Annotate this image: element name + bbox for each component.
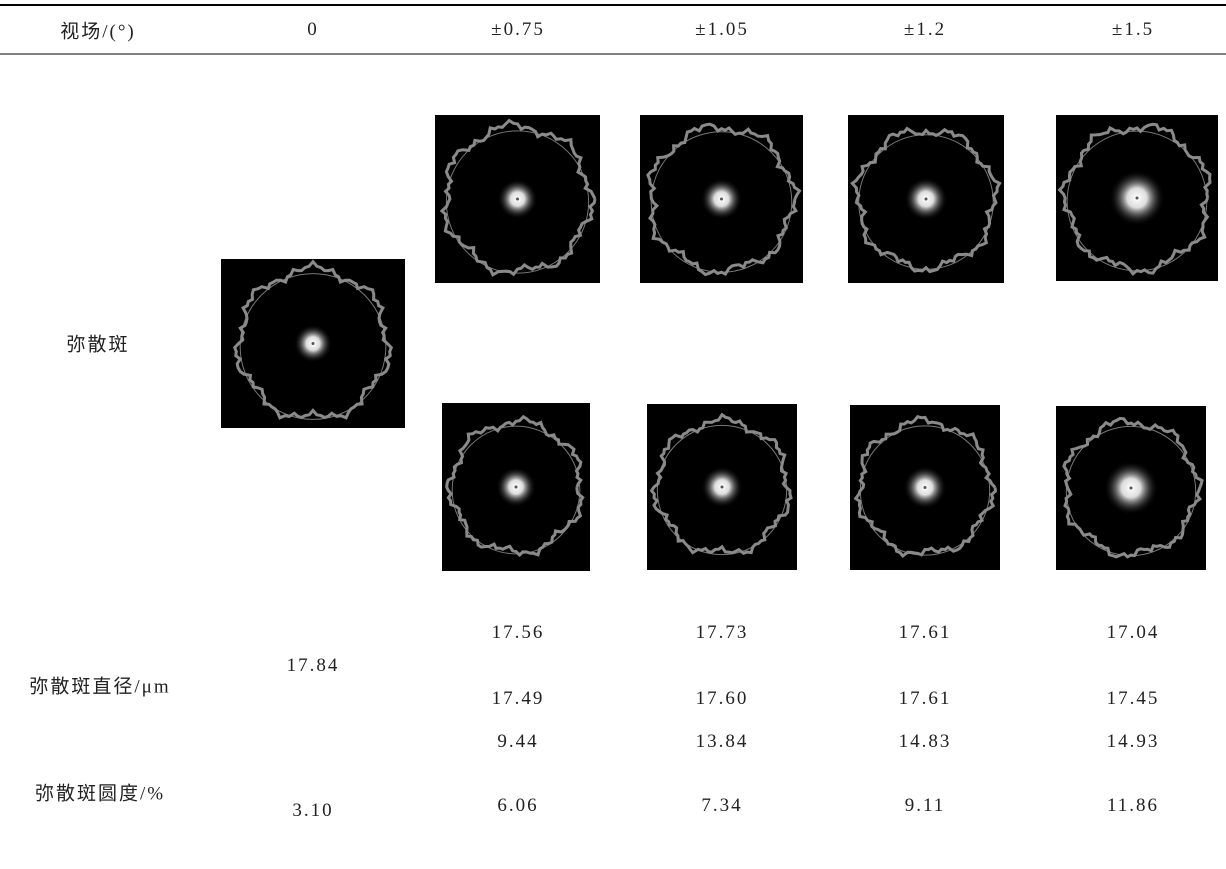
cell: 11.86	[1107, 795, 1159, 817]
spot-dot	[516, 198, 519, 201]
cell: 14.93	[1107, 731, 1160, 753]
cell: 14.83	[899, 731, 952, 753]
cell: 3.10	[292, 800, 333, 822]
header-cell: ±1.5	[1112, 19, 1154, 41]
cell: 17.73	[696, 622, 749, 644]
header-cell: 视场/(°)	[60, 17, 136, 44]
cell: 17.84	[287, 655, 340, 677]
spot-dot	[1130, 487, 1133, 490]
cell: 17.45	[1107, 688, 1160, 710]
table-art	[0, 0, 1226, 869]
row-label: 弥散斑	[66, 330, 129, 357]
spot-dot	[721, 486, 724, 489]
row-label: 弥散斑圆度/%	[35, 779, 165, 806]
cell: 17.04	[1107, 622, 1160, 644]
spot-dot	[515, 486, 518, 489]
cell: 17.60	[696, 688, 749, 710]
table-page: 视场/(°) 0 ±0.75 ±1.05 ±1.2 ±1.5 弥散斑弥散斑直径/μm 17.8…	[0, 0, 1226, 869]
header-cell: ±1.2	[904, 19, 946, 41]
spot-dot	[1136, 197, 1139, 200]
cell: 17.49	[492, 688, 545, 710]
spot-dot	[924, 486, 927, 489]
cell: 13.84	[696, 731, 749, 753]
cell: 7.34	[701, 795, 742, 817]
cell: 9.44	[497, 731, 538, 753]
header-cell: ±1.05	[695, 19, 749, 41]
spot-dot	[720, 198, 723, 201]
cell: 6.06	[497, 795, 538, 817]
spot-dot	[925, 198, 928, 201]
cell: 17.61	[899, 688, 952, 710]
cell: 9.11	[905, 795, 946, 817]
cell: 17.61	[899, 622, 952, 644]
header-cell: ±0.75	[491, 19, 545, 41]
header-cell: 0	[307, 19, 319, 41]
row-label: 弥散斑直径/μm	[29, 672, 170, 699]
cell: 17.56	[492, 622, 545, 644]
spot-dot	[312, 342, 315, 345]
